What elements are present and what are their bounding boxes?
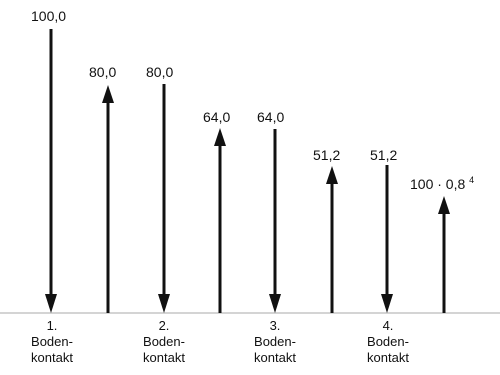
value-label-5: 64,0 — [257, 109, 284, 125]
arrow-7-down — [381, 165, 393, 313]
arrow-8-up — [438, 196, 450, 313]
contact-label-1-number: 1. — [47, 318, 58, 333]
contact-label-4-line-1: Boden- — [367, 334, 409, 349]
contact-label-2-line-2: kontakt — [143, 350, 185, 365]
value-label-4: 64,0 — [203, 109, 230, 125]
contact-label-2-line-1: Boden- — [143, 334, 185, 349]
final-label-base: 100 · 0,8 — [410, 176, 465, 192]
value-label-6: 51,2 — [313, 147, 340, 163]
contact-label-2-number: 2. — [159, 318, 170, 333]
arrow-1-down — [45, 29, 57, 313]
value-label-7: 51,2 — [370, 147, 397, 163]
contact-label-3-line-2: kontakt — [254, 350, 296, 365]
arrow-5-down — [269, 129, 281, 313]
final-label-exponent: 4 — [469, 175, 474, 185]
arrow-2-up — [102, 85, 114, 313]
contact-label-1-line-1: Boden- — [31, 334, 73, 349]
contact-label-4: 4. Boden- kontakt — [367, 318, 409, 365]
contact-label-3: 3. Boden- kontakt — [254, 318, 296, 365]
contact-label-1: 1. Boden- kontakt — [31, 318, 73, 365]
value-label-1: 100,0 — [31, 8, 66, 24]
contact-label-4-line-2: kontakt — [367, 350, 409, 365]
value-label-2: 80,0 — [89, 64, 116, 80]
arrow-6-up — [326, 166, 338, 313]
contact-label-3-line-1: Boden- — [254, 334, 296, 349]
contact-label-4-number: 4. — [383, 318, 394, 333]
arrow-4-up — [214, 128, 226, 313]
value-label-3: 80,0 — [146, 64, 173, 80]
contact-label-1-line-2: kontakt — [31, 350, 73, 365]
contact-label-2: 2. Boden- kontakt — [143, 318, 185, 365]
final-label: 100 · 0,8 4 — [410, 175, 474, 192]
arrow-3-down — [158, 84, 170, 313]
contact-label-3-number: 3. — [270, 318, 281, 333]
